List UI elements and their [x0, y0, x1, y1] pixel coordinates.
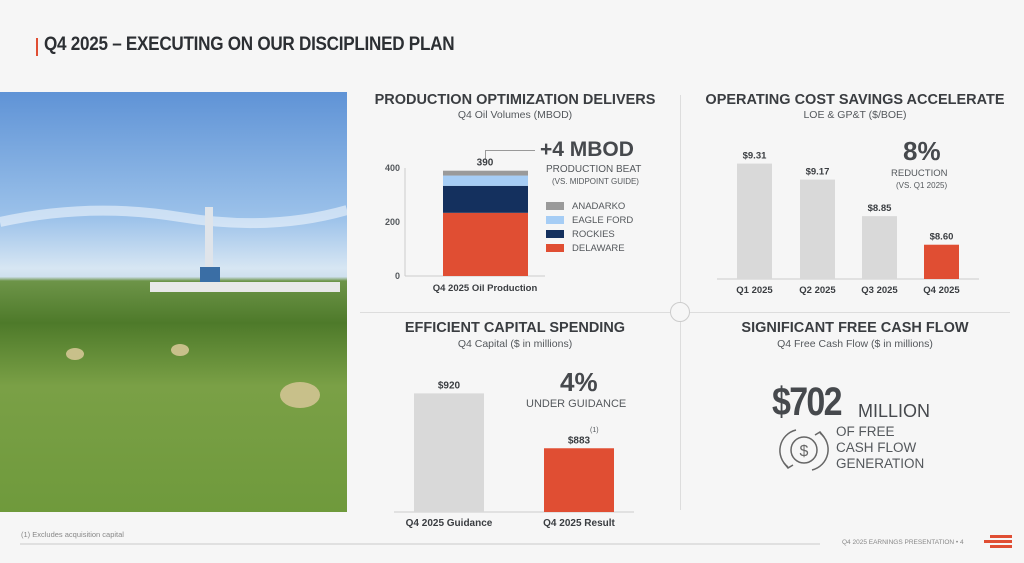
- cost-title: OPERATING COST SAVINGS ACCELERATE: [705, 92, 1005, 108]
- x-category-label: Q3 2025: [861, 285, 898, 296]
- bar-segment-anadarko: [443, 170, 528, 176]
- x-category-label: Q2 2025: [799, 285, 836, 296]
- cost-headline: 8%: [903, 136, 941, 166]
- x-category-label: Q1 2025: [736, 285, 773, 296]
- fcf-title: SIGNIFICANT FREE CASH FLOW: [741, 320, 969, 336]
- drilling-rig-field-photo: [0, 92, 349, 512]
- callout-line: [485, 150, 535, 159]
- bar-value-label: $8.85: [868, 203, 892, 214]
- fcf-unit: MILLION: [858, 401, 931, 421]
- production-subtitle: Q4 Oil Volumes (MBOD): [457, 109, 573, 121]
- production-headline-note: (VS. MIDPOINT GUIDE): [552, 177, 639, 186]
- title-accent-bar: [36, 38, 38, 56]
- page-title: Q4 2025 – EXECUTING ON OUR DISCIPLINED P…: [44, 34, 455, 55]
- divider-center-circle: [670, 302, 690, 322]
- x-category-label: Q4 2025 Result: [543, 518, 615, 529]
- presentation-name: Q4 2025 EARNINGS PRESENTATION: [842, 539, 955, 546]
- cost-subtitle: LOE & GP&T ($/BOE): [803, 109, 907, 121]
- fcf-amount: $702: [772, 380, 843, 424]
- fcf-description: OF FREE CASH FLOW GENERATION: [836, 424, 924, 472]
- footnote: (1) Excludes acquisition capital: [21, 530, 124, 539]
- capital-chart: $920 Q4 2025 Guidance $883 Q4 2025 Result: [394, 380, 634, 529]
- y-tick-label: 200: [385, 217, 400, 227]
- rig-illustration: [0, 205, 349, 408]
- bar-value-label: $8.60: [930, 232, 954, 243]
- bar-q1-2025: [737, 163, 772, 279]
- x-category-label: Q4 2025 Oil Production: [433, 283, 538, 294]
- fcf-subtitle: Q4 Free Cash Flow ($ in millions): [777, 338, 933, 350]
- legend-swatch: [546, 230, 564, 238]
- legend-label: ROCKIES: [572, 228, 615, 240]
- bar-segment-rockies: [443, 185, 528, 213]
- footnote-marker: (1): [590, 427, 599, 434]
- fcf-line-3: GENERATION: [836, 456, 925, 471]
- page-number: 4: [960, 539, 964, 546]
- x-category-label: Q4 2025 Guidance: [406, 518, 493, 529]
- footer-rule: [20, 543, 820, 545]
- production-legend: ANADARKO EAGLE FORD ROCKIES DELAWARE: [546, 199, 633, 255]
- total-label: 390: [477, 158, 494, 169]
- legend-label: ANADARKO: [572, 200, 626, 212]
- production-title: PRODUCTION OPTIMIZATION DELIVERS: [374, 92, 656, 108]
- svg-text:$: $: [800, 443, 809, 460]
- capital-headline-sub: UNDER GUIDANCE: [526, 398, 627, 410]
- capital-title: EFFICIENT CAPITAL SPENDING: [404, 320, 626, 336]
- bar-value-label: $920: [438, 380, 461, 391]
- bar-q4-2025: [924, 244, 959, 279]
- bar-segment-delaware: [443, 212, 528, 276]
- cost-headline-sub: REDUCTION: [891, 168, 948, 179]
- legend-swatch: [546, 216, 564, 224]
- legend-item: ANADARKO: [546, 199, 633, 213]
- production-chart: 0 200 400 390 Q4 2025 Oil Production: [385, 158, 545, 294]
- legend-swatch: [546, 244, 564, 252]
- fcf-line-1: OF FREE: [836, 424, 895, 439]
- bar-q4-2025-result: [544, 448, 614, 512]
- legend-label: DELAWARE: [572, 242, 625, 254]
- y-tick-label: 400: [385, 163, 400, 173]
- legend-item: ROCKIES: [546, 227, 633, 241]
- capital-headline: 4%: [560, 367, 598, 397]
- footer-label: Q4 2025 EARNINGS PRESENTATION • 4: [842, 539, 964, 546]
- company-logo-icon: [984, 535, 1012, 548]
- bar-q3-2025: [862, 216, 897, 279]
- legend-swatch: [546, 202, 564, 210]
- fcf-line-2: CASH FLOW: [836, 440, 917, 455]
- bar-segment-eagle-ford: [443, 175, 528, 186]
- bar-value-label: $9.17: [806, 167, 830, 178]
- cash-cycle-icon: $: [779, 429, 829, 471]
- capital-subtitle: Q4 Capital ($ in millions): [457, 338, 573, 350]
- production-headline-sub: PRODUCTION BEAT: [546, 164, 642, 175]
- bar-q4-2025-guidance: [414, 393, 484, 512]
- y-tick-label: 0: [395, 271, 400, 281]
- cost-headline-note: (VS. Q1 2025): [896, 181, 948, 190]
- production-headline: +4 MBOD: [540, 138, 634, 161]
- legend-label: EAGLE FORD: [572, 214, 634, 226]
- legend-item: DELAWARE: [546, 241, 633, 255]
- legend-item: EAGLE FORD: [546, 213, 633, 227]
- cost-chart: $9.31 Q1 2025 $9.17 Q2 2025 $8.85 Q3 2025 $8.6…: [717, 151, 979, 296]
- bar-value-label: $9.31: [743, 151, 767, 162]
- bar-value-label: $883: [568, 435, 591, 446]
- x-category-label: Q4 2025: [923, 285, 960, 296]
- bar-q2-2025: [800, 179, 835, 279]
